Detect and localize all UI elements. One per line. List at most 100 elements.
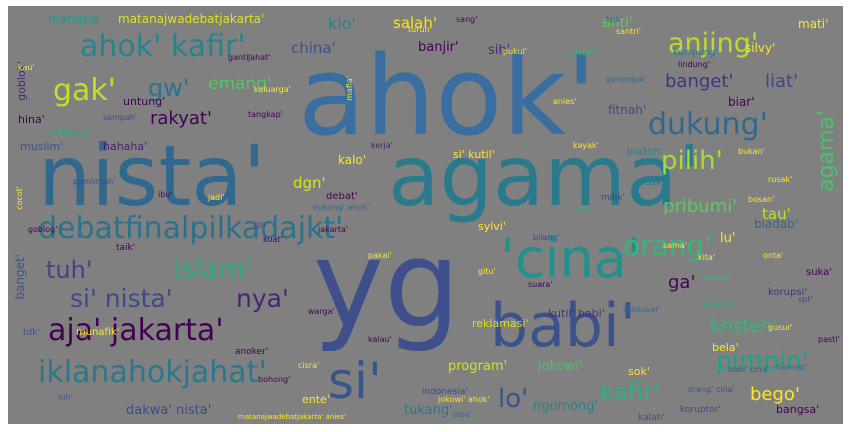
cloud-word: agama' (703, 273, 733, 282)
cloud-word: spt' (798, 295, 813, 304)
cloud-word: biar' (728, 95, 755, 109)
cloud-word: islam' (173, 254, 253, 285)
cloud-word: si' nista' (70, 284, 173, 313)
cloud-word: sama' (663, 241, 687, 250)
cloud-word: tukang' (404, 403, 453, 418)
cloud-word: tangkap' (248, 110, 283, 119)
cloud-word: liat' (765, 71, 799, 92)
cloud-word: lindung' (678, 60, 711, 69)
cloud-word: milik' (601, 193, 625, 203)
cloud-word: tdk' (23, 328, 40, 338)
cloud-word: ahok' (298, 32, 597, 160)
cloud-word: anoker' (235, 347, 269, 357)
cloud-word: munafik' (76, 327, 120, 338)
cloud-word: babi' (490, 291, 637, 361)
cloud-word: manuver' (623, 305, 661, 314)
cloud-word: debatfinalpilkadajkt' (38, 211, 344, 246)
word-cloud: ahok' nista' agama' yg'cina' babi' si' debatfi… (8, 6, 843, 424)
cloud-word: si' (328, 352, 382, 410)
cloud-word: anies' (553, 97, 577, 106)
cloud-word: indonesia' (422, 387, 468, 397)
cloud-word: ahok' kafir' (80, 29, 246, 64)
cloud-word: orang' (623, 229, 713, 262)
cloud-word: silvy' (745, 41, 776, 55)
cloud-word: klo' (328, 14, 356, 33)
cloud-word: goblog' (28, 225, 58, 234)
cloud-word: pilih' (661, 146, 723, 176)
cloud-word: santri' (616, 27, 641, 36)
cloud-word: mafia' (345, 76, 354, 101)
cloud-word: tuh' (46, 256, 93, 284)
cloud-word: dgn' (293, 174, 326, 192)
cloud-word: pukul' (503, 47, 528, 56)
cloud-word: yg (313, 216, 461, 355)
cloud-word: pakai' (368, 251, 392, 260)
cloud-word: agama' (814, 110, 839, 192)
cloud-word: iklanahokjahat' (38, 355, 267, 390)
cloud-word: fitnah' (608, 103, 647, 117)
cloud-word: bohong' (258, 375, 291, 384)
cloud-word: kuat' (263, 235, 283, 244)
cloud-word: banjir' (418, 40, 459, 55)
cloud-word: sampah' (103, 113, 138, 122)
cloud-word: banget' (665, 71, 734, 92)
cloud-word: gitu' (478, 267, 496, 276)
cloud-word: sih' (488, 43, 511, 58)
cloud-word: hahaha' (103, 140, 148, 153)
cloud-word: orang' cina' (688, 385, 735, 394)
cloud-word: biadab' (754, 217, 799, 231)
cloud-word: kalah' (638, 413, 665, 423)
cloud-word: 'cina' (500, 227, 642, 290)
cloud-word: kristen' (710, 316, 777, 337)
cloud-word: bego' (750, 384, 800, 405)
cloud-word: rusak' (768, 175, 793, 184)
cloud-word: anti' (602, 15, 633, 31)
cloud-word: pilkada' (48, 125, 91, 138)
cloud-word: program' (448, 359, 508, 374)
cloud-word: korupsi' (768, 287, 808, 298)
cloud-word: suara' (528, 280, 553, 289)
cloud-word: pasti' (818, 335, 840, 344)
cloud-word: nya' (236, 284, 289, 313)
cloud-word: kafir' (600, 378, 660, 406)
cloud-word: nista' (38, 127, 266, 225)
cloud-word: jokowi' ahok' (438, 395, 490, 404)
cloud-word: jgn' (253, 220, 268, 229)
cloud-word: pimpin' (716, 346, 809, 375)
cloud-word: matanajwadebatjakarta' (118, 12, 265, 26)
cloud-word: gw' (148, 74, 190, 102)
cloud-word: islami' (698, 297, 737, 311)
cloud-word: bukan' (738, 147, 765, 156)
cloud-word: agama' (388, 127, 701, 225)
cloud-word: taik' (116, 243, 136, 253)
cloud-word: sang' (456, 15, 478, 24)
cloud-word: pemimpin' (73, 177, 116, 186)
cloud-word: cisra' (298, 361, 320, 370)
cloud-word: bela' (712, 341, 739, 354)
cloud-word: muslim' (20, 140, 64, 153)
cloud-word: china' (291, 39, 336, 57)
cloud-word: sylvi' (478, 220, 506, 233)
cloud-word: ganti' (228, 53, 251, 62)
cloud-word: tau' (762, 205, 791, 223)
cloud-word: hina' (18, 113, 45, 126)
cloud-word: keluarga' (254, 85, 291, 94)
cloud-word: koruptor' (680, 405, 721, 415)
cloud-word: jahat' (248, 53, 271, 62)
cloud-word: ga' (668, 272, 696, 293)
cloud-word: hormat' (776, 363, 808, 372)
cloud-word: gerombol' (606, 75, 647, 84)
cloud-word: kutil' babi' (548, 307, 605, 320)
cloud-word: ngomong' (533, 399, 599, 414)
cloud-word: anjing' (668, 28, 759, 59)
cloud-word: ibu' (158, 190, 173, 199)
cloud-word: bosan' (748, 195, 775, 204)
cloud-word: kita' (698, 253, 716, 262)
cloud-word: ente' (302, 393, 330, 406)
cloud-word: mati' (798, 17, 829, 31)
cloud-word: kalo' (338, 153, 367, 167)
cloud-word: rakyat' (150, 108, 212, 129)
cloud-word: dukung' ahok' (313, 203, 370, 212)
cloud-word: anak' (568, 45, 598, 58)
cloud-word: jadi' (208, 193, 225, 202)
